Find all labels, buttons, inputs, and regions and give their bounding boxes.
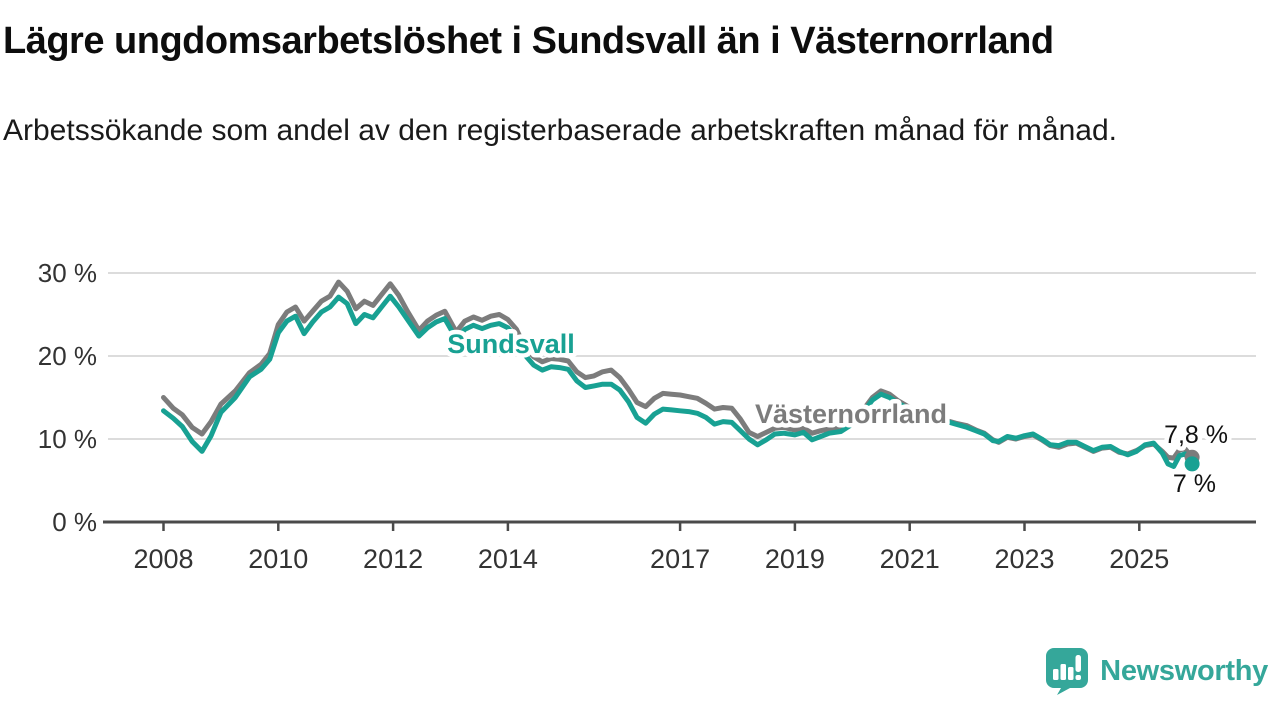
series-line-vasternorrland bbox=[161, 279, 1195, 461]
exclamation-bar-icon bbox=[1075, 655, 1082, 672]
x-tick-label: 2008 bbox=[133, 544, 193, 574]
chart-subtitle: Arbetssökande som andel av den registerb… bbox=[3, 114, 1117, 147]
newsworthy-logo-text: Newsworthy bbox=[1100, 654, 1268, 687]
end-value-label-sundsvall: 7 % bbox=[1173, 470, 1216, 498]
x-tick-label: 2021 bbox=[880, 544, 940, 574]
bar-icon-tall bbox=[1060, 664, 1067, 680]
x-tick-label: 2025 bbox=[1109, 544, 1169, 574]
bar-icon-medium bbox=[1068, 667, 1074, 680]
exclamation-dot-icon bbox=[1075, 675, 1082, 680]
speech-bubble-shape bbox=[1046, 648, 1089, 695]
end-dot-sundsvall bbox=[1184, 456, 1200, 472]
x-tick-label: 2019 bbox=[765, 544, 825, 574]
newsworthy-logo: Newsworthy bbox=[1044, 646, 1268, 696]
x-tick-label: 2010 bbox=[248, 544, 308, 574]
series-label-vasternorrland: Västernorrland bbox=[755, 399, 947, 429]
chart-title: Lägre ungdomsarbetslöshet i Sundsvall än… bbox=[3, 20, 1054, 62]
x-tick-label: 2017 bbox=[650, 544, 710, 574]
bar-icon-small bbox=[1053, 669, 1059, 680]
x-tick-label: 2012 bbox=[363, 544, 423, 574]
y-tick-label: 30 % bbox=[38, 258, 97, 288]
x-tick-label: 2023 bbox=[994, 544, 1054, 574]
series-label-sundsvall: Sundsvall bbox=[447, 329, 575, 359]
y-tick-label: 0 % bbox=[52, 507, 97, 537]
series-line-sundsvall bbox=[161, 293, 1195, 469]
y-tick-label: 10 % bbox=[38, 424, 97, 454]
newsworthy-logo-icon bbox=[1046, 648, 1089, 695]
y-tick-label: 20 % bbox=[38, 341, 97, 371]
end-value-label-vasternorrland: 7,8 % bbox=[1164, 421, 1228, 449]
x-tick-label: 2014 bbox=[478, 544, 538, 574]
